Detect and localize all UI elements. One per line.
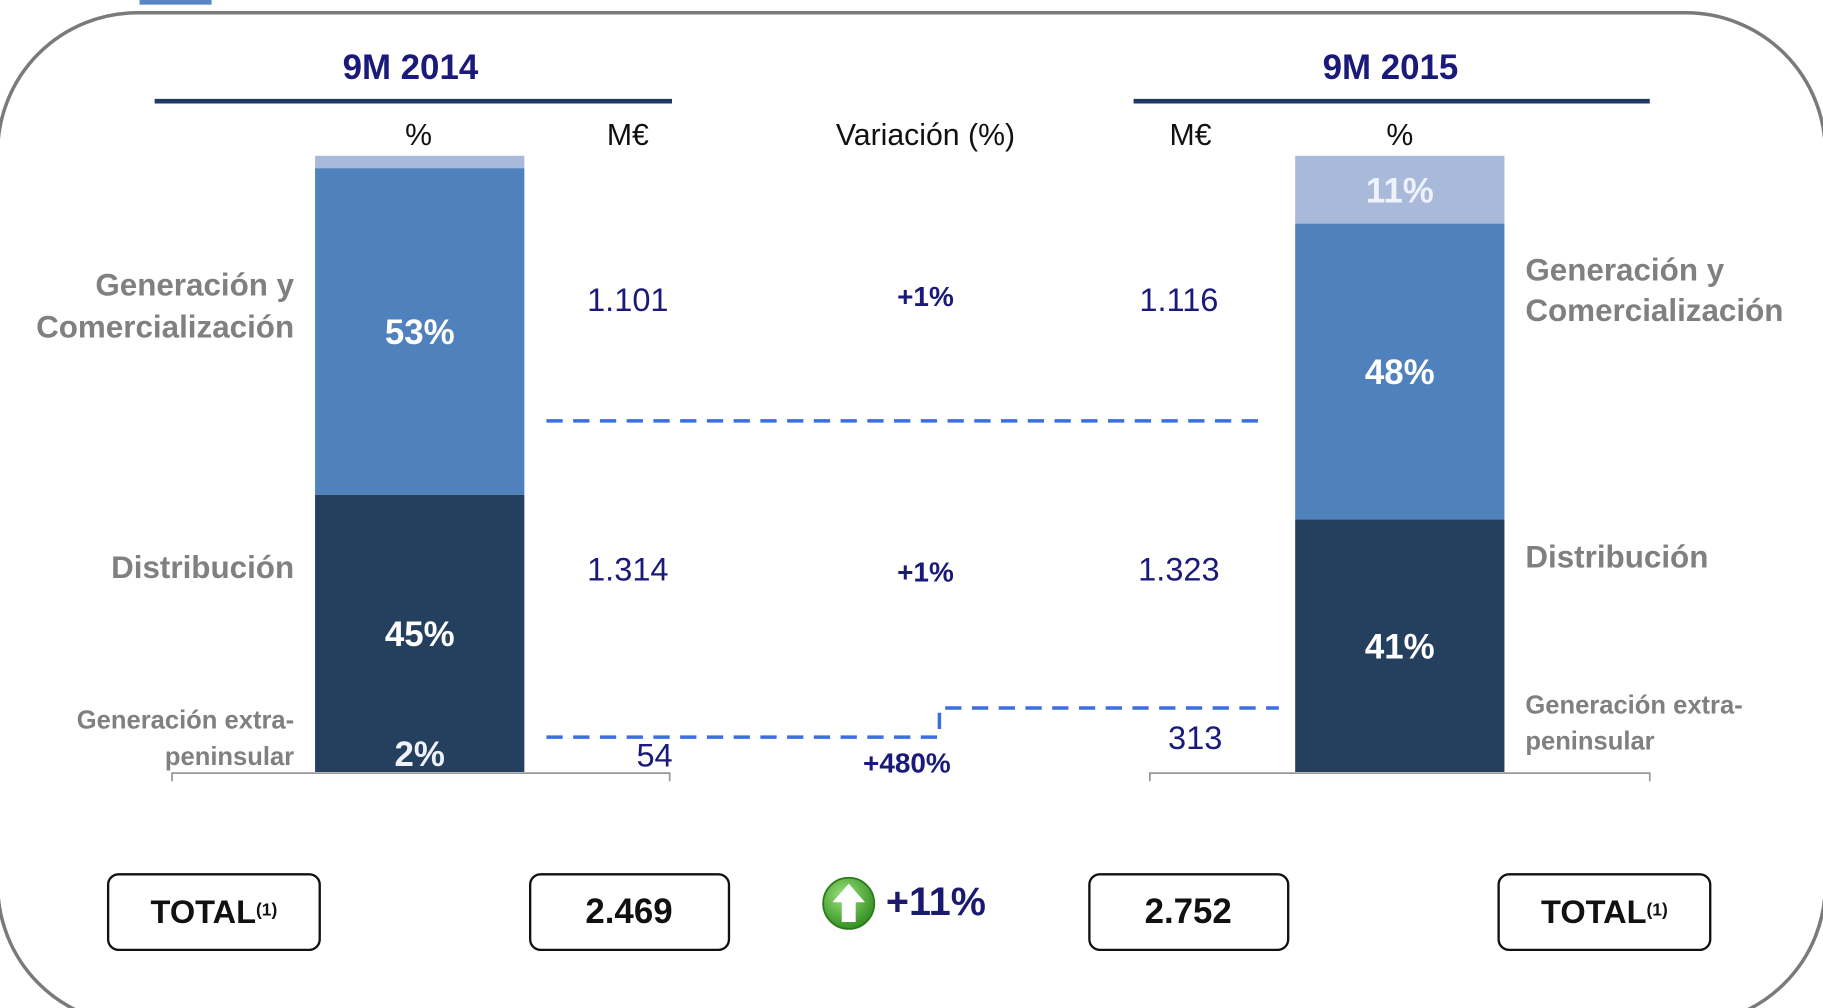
segment-name: Generación extra- xyxy=(77,707,294,735)
pct-header: % xyxy=(405,119,432,152)
total-label: TOTAL(1) xyxy=(151,893,278,929)
segment-pct: 41% xyxy=(1365,627,1435,666)
connector xyxy=(546,706,1279,739)
segment-amount: 1.314 xyxy=(587,552,668,588)
total-amount-box xyxy=(1088,873,1290,952)
period-title: 9M 2014 xyxy=(343,48,479,87)
segment-amount: 54 xyxy=(636,738,672,774)
total-amount: 2.469 xyxy=(585,892,672,931)
segment-amount: 1.323 xyxy=(1138,552,1219,588)
total-label-box xyxy=(1497,873,1712,952)
period-title: 9M 2015 xyxy=(1323,48,1459,87)
bar-segment xyxy=(315,168,525,495)
total-label-box xyxy=(106,873,321,952)
total-label-text: TOTAL xyxy=(151,893,256,929)
total-amount: 2.752 xyxy=(1145,892,1232,931)
variation: +1% xyxy=(897,281,954,312)
frame xyxy=(0,11,1823,1008)
variation: +480% xyxy=(863,747,951,778)
bar-segment xyxy=(315,494,525,772)
segment-name: Generación extra- xyxy=(1525,692,1742,720)
segment-amount: 1.116 xyxy=(1139,282,1218,318)
segment-pct: 11% xyxy=(1366,171,1434,210)
segment-name: peninsular xyxy=(165,743,294,771)
pct-header: % xyxy=(1386,119,1413,152)
segment-pct: 48% xyxy=(1365,353,1435,392)
bar-segment xyxy=(315,155,525,169)
total-label: TOTAL(1) xyxy=(1541,893,1668,929)
total-note: (1) xyxy=(256,899,277,919)
connectors xyxy=(546,419,1279,739)
segment-name: Distribución xyxy=(1525,540,1708,575)
total-variation: +11% xyxy=(886,880,986,924)
segment-name: Distribución xyxy=(111,550,294,585)
segment-name: Comercialización xyxy=(1525,293,1783,328)
segment-name: Generación y xyxy=(95,267,294,302)
variation: +1% xyxy=(897,557,954,588)
baseline xyxy=(171,772,671,782)
amount-header: M€ xyxy=(1170,119,1212,152)
baselines xyxy=(171,772,1651,782)
bar-segment xyxy=(1295,519,1505,772)
segment-amount: 313 xyxy=(1168,720,1222,756)
segment-pct: 2% xyxy=(395,735,445,774)
corner-mark xyxy=(139,0,212,5)
bar-segment xyxy=(1295,223,1505,520)
segment-name: Comercialización xyxy=(36,309,294,344)
segment-pct: 45% xyxy=(385,615,455,654)
total-label-text: TOTAL xyxy=(1541,893,1646,929)
segment-amount: 1.101 xyxy=(587,282,668,318)
variation-header: Variación (%) xyxy=(836,119,1015,152)
total-amount-box xyxy=(528,873,731,952)
segment-pct: 53% xyxy=(385,313,455,352)
total-note: (1) xyxy=(1647,899,1668,919)
segment-name: Generación y xyxy=(1525,252,1724,287)
amount-header: M€ xyxy=(607,119,649,152)
baseline xyxy=(1148,772,1651,782)
segment-name: peninsular xyxy=(1525,728,1654,756)
bar-segment xyxy=(1295,155,1505,224)
up-arrow xyxy=(832,883,865,922)
